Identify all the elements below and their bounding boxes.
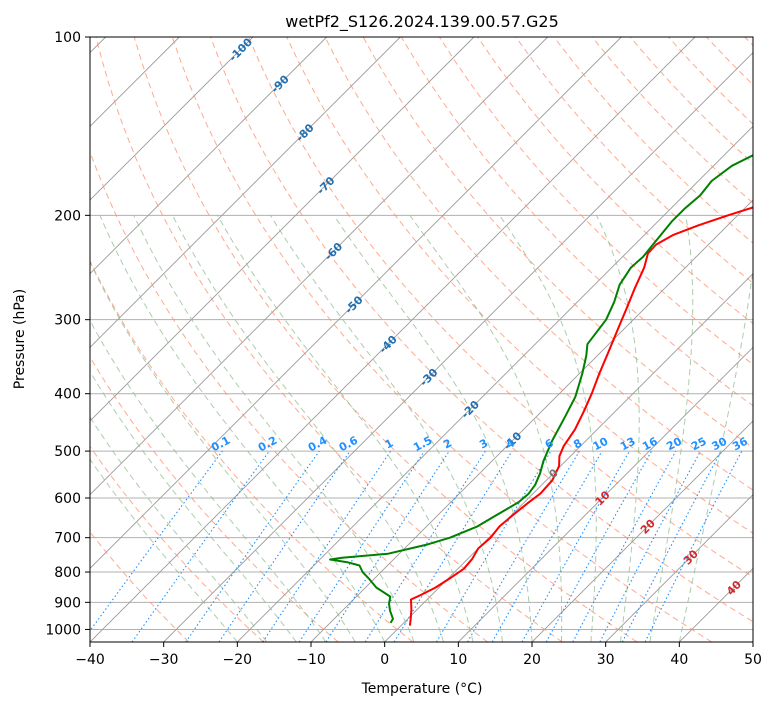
y-tick-label: 400 <box>54 387 81 403</box>
x-tick-label: −40 <box>75 652 105 668</box>
x-tick-label: −20 <box>223 652 253 668</box>
y-tick-label: 100 <box>54 30 81 46</box>
y-tick-label: 800 <box>54 565 81 581</box>
y-tick-label: 1000 <box>45 622 81 638</box>
y-tick-label: 700 <box>54 531 81 547</box>
x-tick-label: −10 <box>296 652 326 668</box>
y-axis-title: Pressure (hPa) <box>12 289 28 389</box>
y-tick-label: 200 <box>54 208 81 224</box>
x-tick-label: 30 <box>597 652 615 668</box>
x-tick-label: 40 <box>670 652 688 668</box>
chart-title: wetPf2_S126.2024.139.00.57.G25 <box>285 12 559 32</box>
y-tick-label: 500 <box>54 444 81 460</box>
x-tick-label: −30 <box>149 652 179 668</box>
y-tick-label: 600 <box>54 491 81 507</box>
y-tick-label: 900 <box>54 595 81 611</box>
x-axis-title: Temperature (°C) <box>361 681 483 697</box>
y-tick-label: 300 <box>54 313 81 329</box>
x-tick-label: 0 <box>380 652 389 668</box>
x-tick-label: 20 <box>523 652 541 668</box>
x-tick-label: 10 <box>449 652 467 668</box>
x-tick-label: 50 <box>744 652 762 668</box>
